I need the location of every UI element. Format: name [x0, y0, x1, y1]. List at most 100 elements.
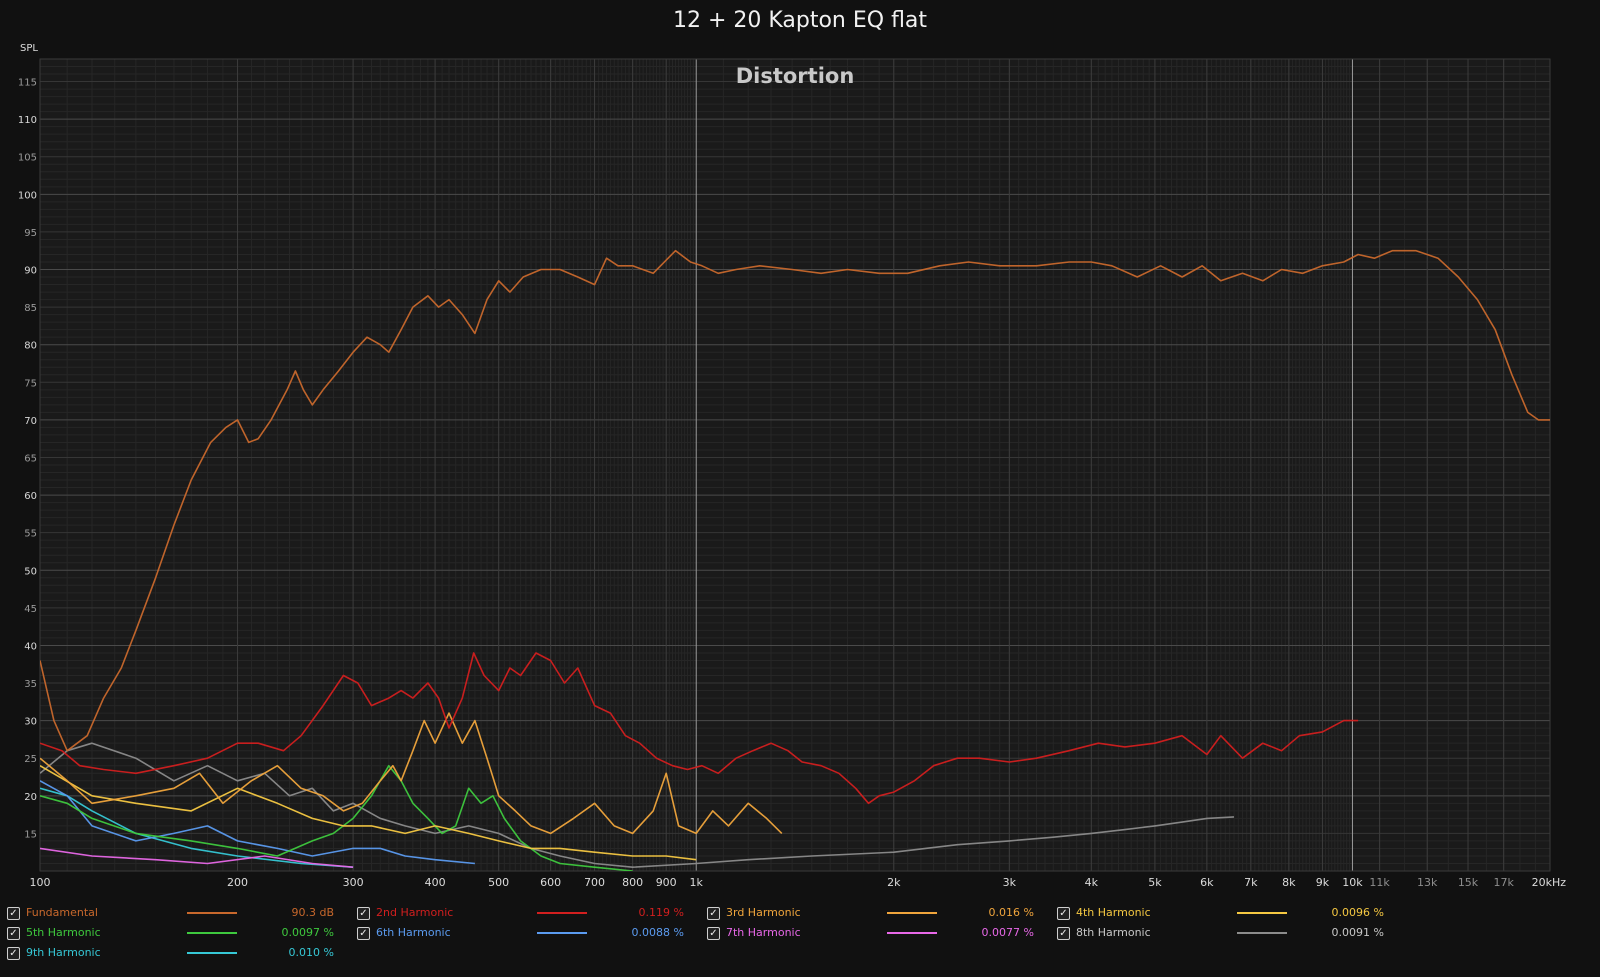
- legend-checkbox[interactable]: ✓: [1057, 907, 1070, 920]
- x-tick-label: 20kHz: [1532, 876, 1567, 889]
- y-tick-label: 85: [24, 303, 37, 314]
- major-grid: [39, 58, 1551, 872]
- legend-swatch: [1237, 932, 1287, 934]
- plot-title: Distortion: [736, 64, 855, 88]
- legend-label: 8th Harmonic: [1076, 926, 1151, 939]
- y-tick-label: 110: [18, 115, 37, 126]
- legend-label: Fundamental: [26, 906, 98, 919]
- legend-label: 9th Harmonic: [26, 946, 101, 959]
- x-tick-label: 700: [584, 876, 605, 889]
- legend-checkbox[interactable]: ✓: [357, 907, 370, 920]
- x-tick-label: 300: [343, 876, 364, 889]
- x-tick-label: 600: [540, 876, 561, 889]
- legend-checkbox[interactable]: ✓: [7, 927, 20, 940]
- legend-swatch: [537, 912, 587, 914]
- legend-label: 3rd Harmonic: [726, 906, 801, 919]
- series-layer: [40, 249, 1550, 871]
- y-tick-label: 65: [24, 453, 37, 464]
- legend-swatch: [1237, 912, 1287, 914]
- y-tick-label: 60: [24, 491, 37, 502]
- series-line-8th-harmonic: [40, 742, 1235, 868]
- x-tick-label: 800: [622, 876, 643, 889]
- y-tick-label: 55: [24, 529, 37, 540]
- legend-swatch: [887, 932, 937, 934]
- legend-label: 5th Harmonic: [26, 926, 101, 939]
- x-tick-label: 8k: [1282, 876, 1296, 889]
- plot-frame: [39, 58, 1551, 872]
- legend-checkbox[interactable]: ✓: [357, 927, 370, 940]
- x-tick-label: 400: [425, 876, 446, 889]
- legend: ✓ Fundamental 90.3 dB ✓ 2nd Harmonic 0.119 % ✓…: [0, 904, 1600, 977]
- series-line-7th-harmonic: [40, 847, 354, 868]
- y-tick-label: 50: [24, 566, 37, 577]
- series-line-5th-harmonic: [40, 764, 633, 871]
- legend-label: 7th Harmonic: [726, 926, 801, 939]
- y-tick-label: 25: [24, 754, 37, 765]
- series-line-3rd-harmonic: [40, 712, 783, 835]
- y-tick-label: 115: [18, 78, 37, 89]
- legend-checkbox[interactable]: ✓: [707, 907, 720, 920]
- legend-swatch: [187, 932, 237, 934]
- x-tick-label: 11k: [1369, 876, 1390, 889]
- legend-value: 90.3 dB: [291, 906, 334, 919]
- legend-checkbox[interactable]: ✓: [7, 907, 20, 920]
- legend-item-6th-harmonic: ✓ 6th Harmonic 0.0088 %: [357, 924, 697, 944]
- legend-item-9th-harmonic: ✓ 9th Harmonic 0.010 %: [7, 944, 347, 964]
- legend-item-4th-harmonic: ✓ 4th Harmonic 0.0096 %: [1057, 904, 1397, 924]
- y-tick-label: 80: [24, 341, 37, 352]
- x-tick-label: 7k: [1244, 876, 1258, 889]
- series-line-9th-harmonic: [40, 787, 354, 868]
- x-tick-label: 5k: [1148, 876, 1162, 889]
- legend-checkbox[interactable]: ✓: [707, 927, 720, 940]
- x-tick-label: 500: [488, 876, 509, 889]
- x-tick-label: 17k: [1493, 876, 1514, 889]
- legend-item-8th-harmonic: ✓ 8th Harmonic 0.0091 %: [1057, 924, 1397, 944]
- legend-swatch: [537, 932, 587, 934]
- x-tick-label: 13k: [1417, 876, 1438, 889]
- x-tick-label: 900: [656, 876, 677, 889]
- series-line-4th-harmonic: [40, 765, 697, 861]
- x-tick-label: 10k: [1342, 876, 1363, 889]
- y-tick-label: 15: [24, 829, 37, 840]
- y-tick-label: 20: [24, 792, 37, 803]
- x-tick-label: 3k: [1003, 876, 1017, 889]
- y-tick-label: 105: [18, 153, 37, 164]
- legend-swatch: [187, 952, 237, 954]
- y-axis-label: SPL: [20, 43, 38, 54]
- legend-value: 0.0091 %: [1331, 926, 1384, 939]
- y-tick-label: 95: [24, 228, 37, 239]
- legend-swatch: [187, 912, 237, 914]
- y-tick-label: 90: [24, 266, 37, 277]
- legend-item-5th-harmonic: ✓ 5th Harmonic 0.0097 %: [7, 924, 347, 944]
- series-line-2nd-harmonic: [40, 652, 1359, 805]
- legend-swatch: [887, 912, 937, 914]
- series-line-fundamental: [40, 249, 1550, 752]
- y-tick-label: 40: [24, 641, 37, 652]
- y-tick-label: 100: [18, 190, 37, 201]
- legend-item-7th-harmonic: ✓ 7th Harmonic 0.0077 %: [707, 924, 1047, 944]
- legend-label: 2nd Harmonic: [376, 906, 454, 919]
- tick-label-layer: 15 20 25 30 35 40 45 50 55 60 65 70 75 80 85 90 95 100 105…: [18, 78, 1566, 889]
- x-tick-label: 200: [227, 876, 248, 889]
- x-tick-label: 6k: [1200, 876, 1214, 889]
- legend-value: 0.0077 %: [981, 926, 1034, 939]
- y-tick-label: 70: [24, 416, 37, 427]
- x-tick-label: 4k: [1085, 876, 1099, 889]
- legend-item-2nd-harmonic: ✓ 2nd Harmonic 0.119 %: [357, 904, 697, 924]
- legend-label: 4th Harmonic: [1076, 906, 1151, 919]
- legend-checkbox[interactable]: ✓: [7, 947, 20, 960]
- x-tick-label: 1k: [690, 876, 704, 889]
- legend-value: 0.0088 %: [631, 926, 684, 939]
- y-tick-label: 30: [24, 717, 37, 728]
- legend-value: 0.0097 %: [281, 926, 334, 939]
- distortion-chart: 15 20 25 30 35 40 45 50 55 60 65 70 75 80 85 90 95 100 105…: [18, 58, 1566, 889]
- x-tick-label: 9k: [1316, 876, 1330, 889]
- legend-item-fundamental: ✓ Fundamental 90.3 dB: [7, 904, 347, 924]
- x-tick-label: 15k: [1458, 876, 1479, 889]
- legend-value: 0.016 %: [988, 906, 1034, 919]
- x-tick-label: 2k: [887, 876, 901, 889]
- legend-label: 6th Harmonic: [376, 926, 451, 939]
- y-tick-label: 35: [24, 679, 37, 690]
- legend-checkbox[interactable]: ✓: [1057, 927, 1070, 940]
- y-tick-label: 75: [24, 378, 37, 389]
